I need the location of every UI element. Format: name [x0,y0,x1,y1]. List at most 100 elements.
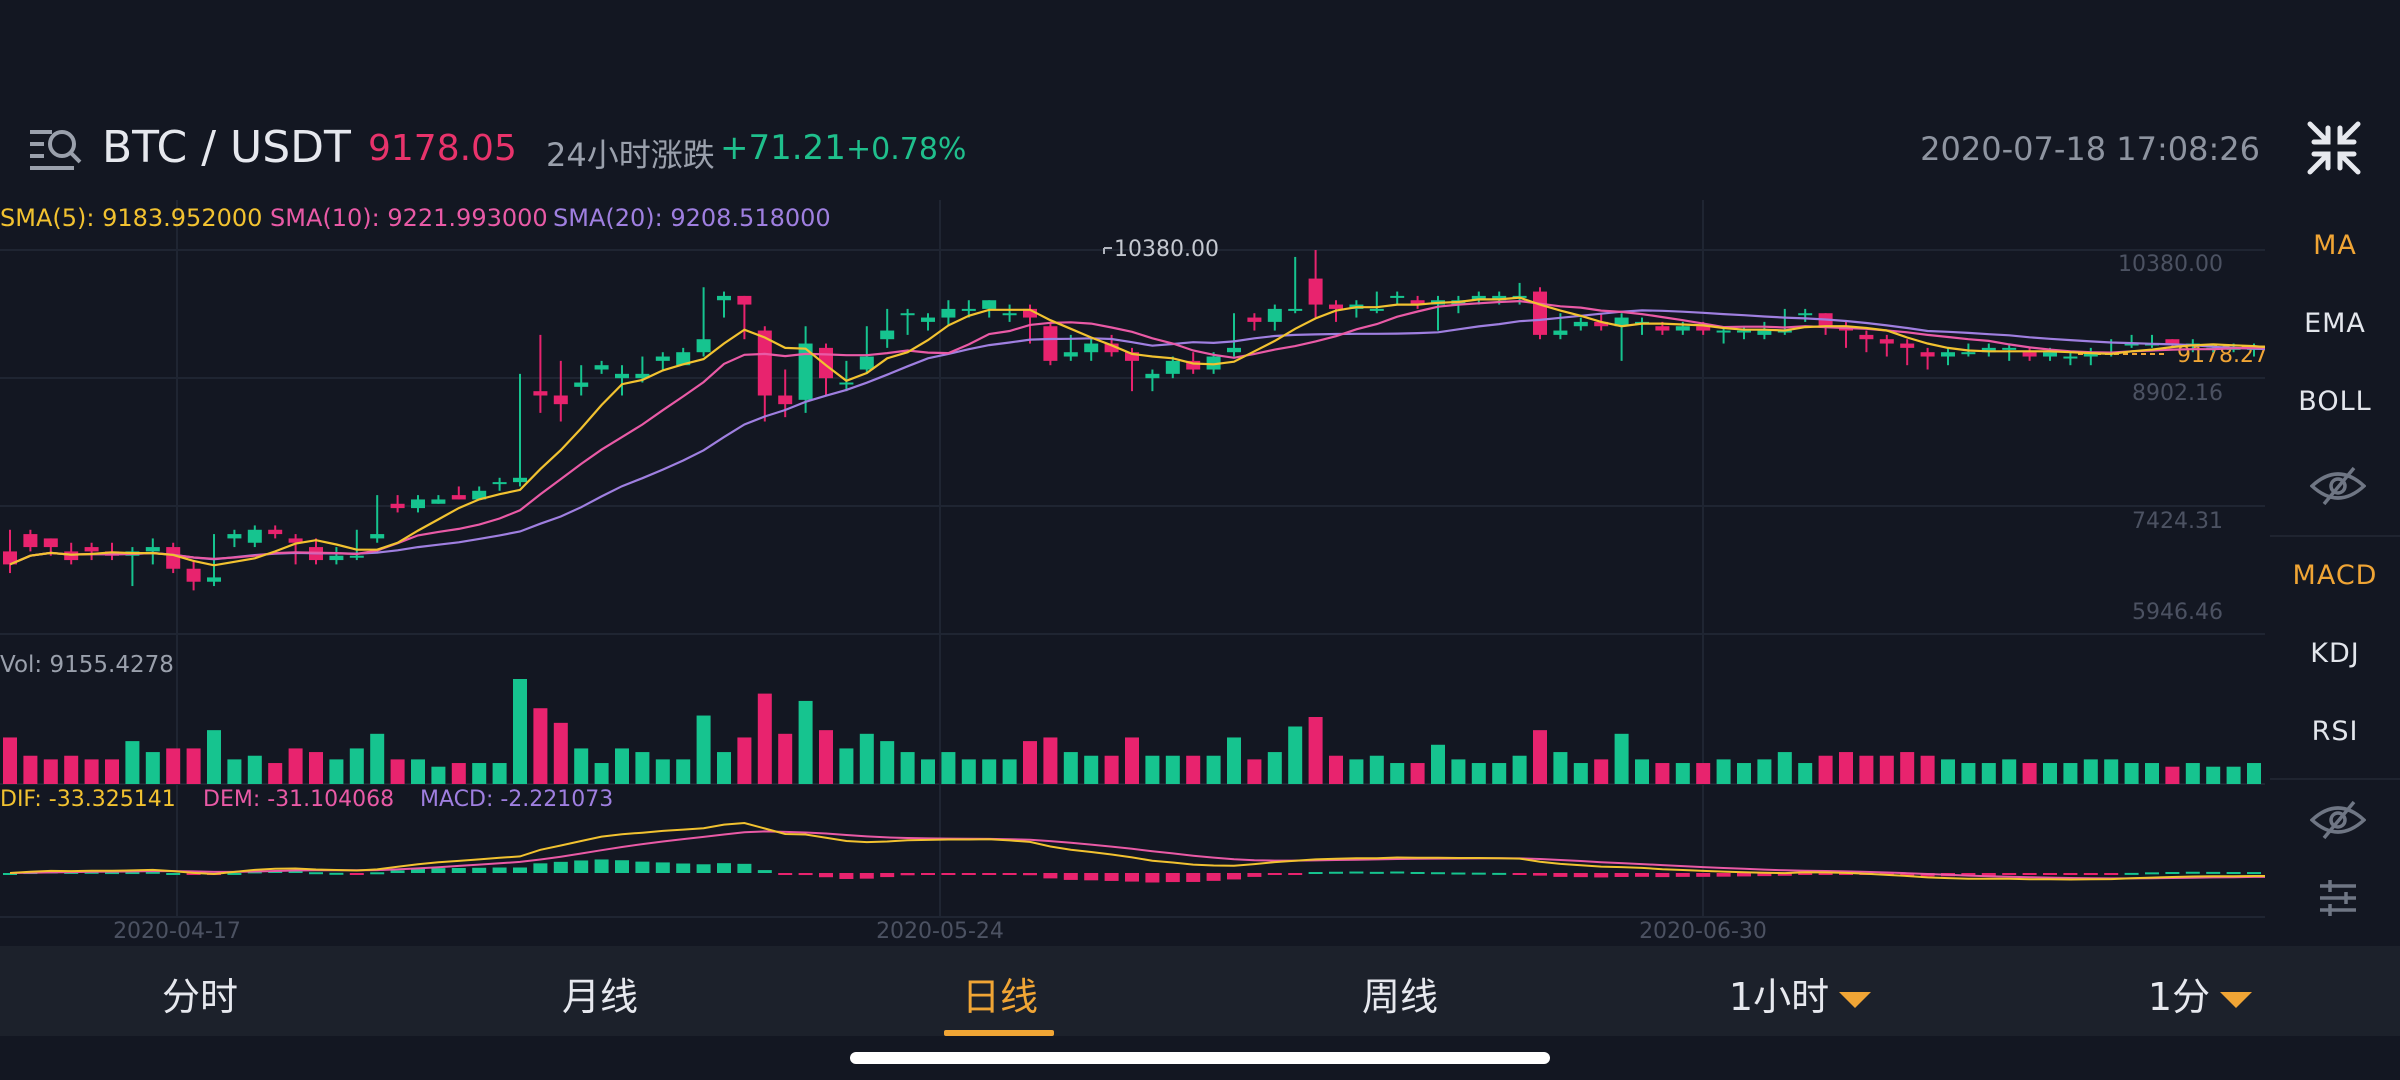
macd-histogram-bar [329,872,344,875]
home-indicator [850,1052,1550,1064]
candle-body [553,395,568,405]
timestamp: 2020-07-18 17:08:26 [1920,130,2260,168]
volume-bar [329,759,344,784]
tab-fenshi[interactable]: 分时 [161,975,238,1019]
indicator-boll[interactable]: BOLL [2298,386,2372,417]
volume-bar [1349,759,1364,784]
candle-body [1165,360,1180,374]
macd-histogram-bar [2063,873,2078,875]
volume-bar [2247,763,2261,784]
volume-bar [1920,755,1935,784]
macd-histogram-bar [1308,872,1323,875]
candle-body [1696,326,1711,331]
macd-histogram-bar [1084,873,1099,881]
tab-daily[interactable]: 日线 [961,975,1038,1019]
macd-histogram-bar [696,864,711,873]
collapse-fullscreen-icon[interactable] [2306,120,2362,176]
volume-bar [1981,763,1996,784]
volume-bar [1614,733,1629,784]
candle-body [268,529,283,535]
candle-body [1084,343,1099,353]
candle-body [1941,352,1955,357]
volume-bar [64,755,79,784]
candle-body [186,568,201,582]
volume-bar [1675,763,1690,784]
macd-histogram-bar [3,873,17,875]
volume-bar [1227,737,1241,784]
macd-histogram-bar [1737,873,1751,877]
candle-body [1023,308,1037,318]
volume-bar [1961,763,1976,784]
macd-histogram-bar [594,859,609,873]
macd-histogram-bar [186,873,201,875]
sma-lines [9,296,2265,567]
candle-body [1410,300,1425,305]
sma10-legend: SMA(10): 9221.993000 [270,204,548,232]
volume-bar [472,763,487,784]
volume-bar [1512,755,1527,784]
volume-bar [309,752,323,784]
timeframe-tabs: 分时 月线 日线 周线 1小时 1分 [0,946,2400,1036]
indicator-ema[interactable]: EMA [2304,308,2366,339]
macd-histogram-bar [431,868,446,873]
volume-bar [1043,737,1058,784]
macd-histogram-bar [1981,873,1996,876]
volume-bar [166,748,181,784]
volume-bar [1165,755,1180,784]
candle-body [778,395,793,405]
hide-main-indicator-icon[interactable] [2310,466,2366,506]
macd-histogram-bar [105,872,119,875]
tab-hour-dropdown[interactable]: 1小时 [1700,966,1900,1019]
candle-body [1716,330,1731,333]
indicator-kdj[interactable]: KDJ [2310,638,2360,669]
volume-bar [1777,752,1792,784]
tab-hour-label: 1小时 [1728,975,1830,1019]
hide-sub-indicator-icon[interactable] [2310,800,2366,840]
candle-body [1390,295,1405,298]
candle-body [1104,343,1119,353]
volume-bar [492,763,507,784]
volume-bar [1635,759,1649,784]
dif-legend: DIF: -33.325141 [0,787,176,812]
candle-body [880,330,895,340]
volume-bar [941,752,956,784]
indicator-rsi[interactable]: RSI [2311,716,2359,747]
volume-bar [1084,755,1099,784]
volume-bar [655,759,670,784]
indicator-macd[interactable]: MACD [2292,560,2378,591]
tab-minute-dropdown[interactable]: 1分 [2130,966,2270,1019]
candle-body [1125,352,1139,361]
volume-bar [2002,759,2017,784]
macd-histogram-bar [1655,873,1670,878]
candle-body [1533,291,1547,335]
price-tick: 8902.16 [2132,381,2223,406]
side-divider [2270,778,2400,780]
trading-pair[interactable]: BTC / USDT [102,122,351,173]
tab-monthly[interactable]: 月线 [561,975,638,1019]
candle-body [798,343,813,400]
macd-histogram-bar [2124,872,2139,875]
macd-histogram-bar [1227,873,1241,880]
macd-histogram-bar [125,872,140,875]
candle-body [1492,295,1507,301]
candle-body [1145,373,1160,379]
macd-histogram-bar [1104,873,1119,881]
macd-histogram-bar [757,870,772,873]
macd-histogram-bar [655,862,670,873]
candle-body [839,382,854,385]
candle-body [1737,330,1751,333]
volume-bar [370,733,385,784]
price-tick: 5946.46 [2132,600,2223,625]
candle-body [1329,304,1343,309]
tab-weekly[interactable]: 周线 [1361,975,1438,1019]
volume-bar [1288,726,1303,784]
kline-chart[interactable]: SMA(5): 9183.952000 SMA(10): 9221.993000… [0,190,2265,940]
volume-bar [1757,759,1772,784]
candle-body [166,547,181,569]
date-tick: 2020-06-30 [1639,919,1767,940]
dem-line [9,830,2265,880]
macd-histogram-bar [2206,871,2221,874]
menu-search-icon[interactable] [28,124,84,176]
settings-sliders-icon[interactable] [2318,878,2358,918]
indicator-ma[interactable]: MA [2313,230,2357,261]
